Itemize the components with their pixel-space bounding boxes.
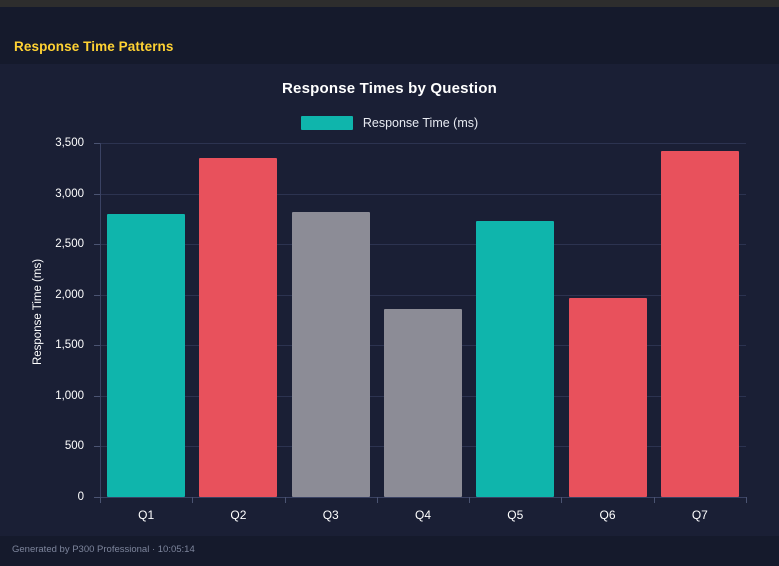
legend-item-response-time[interactable]: Response Time (ms) xyxy=(300,116,479,130)
bar-q1[interactable] xyxy=(107,213,186,497)
bar-q7[interactable] xyxy=(660,151,739,497)
y-axis-tick-label: 2,500 xyxy=(55,238,84,251)
x-axis-tickmark xyxy=(284,497,286,503)
y-axis-tick-label: 3,000 xyxy=(55,187,84,200)
y-axis-tickmark xyxy=(94,193,100,195)
legend-label: Response Time (ms) xyxy=(362,116,479,130)
y-axis-title: Response Time (ms) xyxy=(32,258,44,366)
bars-layer xyxy=(100,143,746,497)
bar-slot xyxy=(561,143,653,497)
x-axis-tickmark xyxy=(653,497,655,503)
x-axis-tickmark xyxy=(100,497,101,503)
x-axis-tickmark xyxy=(469,497,471,503)
bar-slot xyxy=(100,143,192,497)
plot-area: Response Time (ms) 0 500 1,000 1,500 2,000 2,… xyxy=(0,64,779,536)
bar-q2[interactable] xyxy=(199,158,278,497)
x-axis-label-q2: Q2 xyxy=(230,508,247,522)
y-axis-tick-label: 500 xyxy=(64,440,84,453)
x-axis-label-q1: Q1 xyxy=(138,508,155,522)
y-axis-tickmark xyxy=(94,497,100,498)
gridline xyxy=(100,143,746,144)
gridline xyxy=(100,244,746,246)
bar-slot xyxy=(192,143,284,497)
gridline xyxy=(100,294,746,296)
chart-legend: Response Time (ms) xyxy=(0,116,779,130)
y-axis-tickmark xyxy=(94,294,100,296)
x-axis-label-q3: Q3 xyxy=(322,508,339,522)
bar-q3[interactable] xyxy=(291,211,370,497)
y-axis-tick-label: 1,000 xyxy=(55,389,84,402)
y-axis-tick-label: 1,500 xyxy=(55,339,84,352)
y-axis-tick-label: 2,000 xyxy=(55,288,84,301)
y-axis-line xyxy=(100,143,101,498)
y-axis-tickmark xyxy=(94,244,100,246)
bar-q5[interactable] xyxy=(476,220,555,497)
page-title: Response Time Patterns xyxy=(14,39,174,54)
y-axis-tickmark xyxy=(94,395,100,397)
x-axis-tickmark xyxy=(746,497,747,503)
x-axis-label-q5: Q5 xyxy=(507,508,524,522)
chart-title: Response Times by Question xyxy=(282,80,497,97)
x-axis-line xyxy=(100,497,746,498)
x-axis-tickmark xyxy=(376,497,378,503)
footer-bar: Generated by P300 Professional · 10:05:1… xyxy=(0,536,779,566)
x-axis-label-q4: Q4 xyxy=(414,508,432,522)
bar-slot xyxy=(285,143,377,497)
footer-generated-text: Generated by P300 Professional · 10:05:1… xyxy=(12,544,195,555)
y-axis-tickmark xyxy=(94,446,100,448)
gridline xyxy=(100,193,746,195)
x-axis-label-q7: Q7 xyxy=(691,508,708,522)
y-axis-tick-label: 0 xyxy=(77,491,84,503)
legend-swatch-icon xyxy=(300,116,353,130)
x-axis-tickmark xyxy=(192,497,194,503)
bar-slot xyxy=(469,143,561,497)
bar-slot xyxy=(654,143,746,497)
bar-q4[interactable] xyxy=(383,308,462,497)
bar-slot xyxy=(377,143,469,497)
chart-card: Response Times by Question Response Time… xyxy=(0,64,779,536)
y-axis-tickmark xyxy=(94,345,100,347)
bar-q6[interactable] xyxy=(568,297,647,497)
y-axis-tickmark xyxy=(94,143,100,144)
page-header: Response Time Patterns xyxy=(0,7,779,64)
x-axis-tickmark xyxy=(561,497,563,503)
x-axis-label-q6: Q6 xyxy=(599,508,616,522)
y-axis-tick-label: 3,500 xyxy=(55,137,84,149)
